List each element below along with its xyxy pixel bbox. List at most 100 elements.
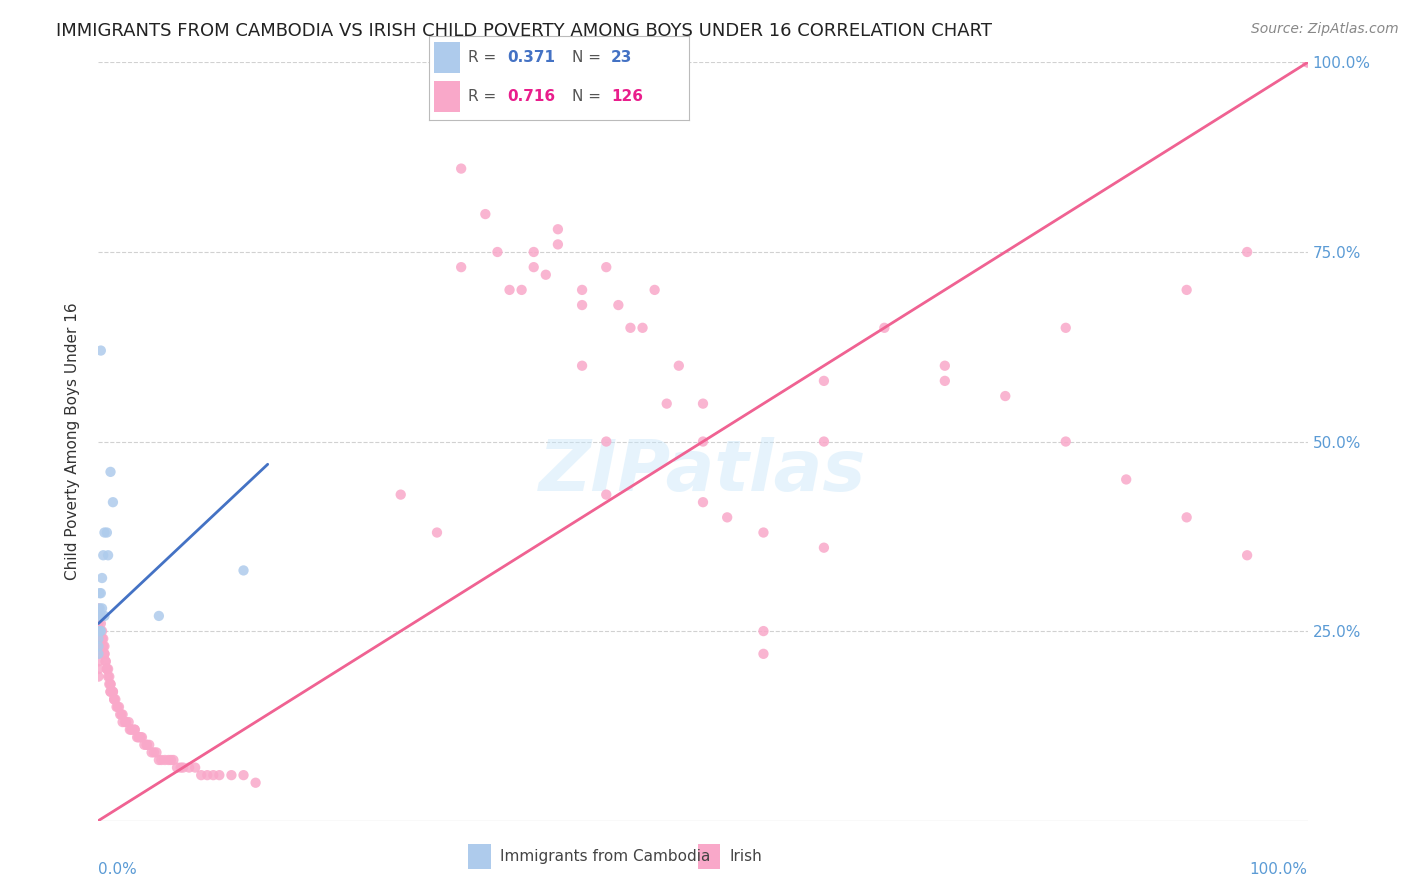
Point [89,624,111,639]
Point [595,260,617,275]
Point [87,601,110,615]
Point [124,723,146,737]
Text: 126: 126 [610,89,643,104]
Point [1054,434,1077,449]
Point [94,655,117,669]
Point [1115,473,1137,487]
Point [607,298,630,312]
Point [135,738,157,752]
Point [716,510,738,524]
Text: 0.716: 0.716 [506,89,555,104]
Point [752,647,775,661]
Point [692,495,714,509]
Point [94,655,117,669]
Point [138,738,160,752]
Point [124,723,146,737]
Point [97,548,120,563]
Point [131,730,153,744]
Point [111,715,134,730]
Point [232,564,254,578]
Text: N =: N = [572,50,606,65]
Bar [434,81,460,112]
Point [184,760,207,774]
Point [644,283,666,297]
Point [87,632,110,646]
Point [89,608,111,623]
Point [100,677,122,691]
Point [486,244,509,259]
Point [108,707,131,722]
Point [98,677,121,691]
Point [96,662,118,676]
Point [534,268,557,282]
Point [934,374,956,388]
Point [93,639,115,653]
Point [134,738,156,752]
Point [107,699,129,714]
Point [631,320,654,334]
Point [90,586,112,600]
Text: 100.0%: 100.0% [1250,863,1308,878]
Point [245,776,267,790]
Point [104,692,127,706]
Point [87,655,110,669]
Point [195,768,218,782]
Point [91,632,114,646]
Point [91,639,114,653]
Point [96,525,118,540]
Point [157,753,180,767]
Point [450,260,472,275]
Bar [468,844,491,869]
Point [498,283,520,297]
Text: ZIPatlas: ZIPatlas [540,437,866,507]
Point [166,760,188,774]
Point [571,298,593,312]
Point [221,768,243,782]
Point [89,586,111,600]
Point [1236,548,1258,563]
Point [87,616,110,631]
Point [90,624,112,639]
Point [118,715,141,730]
Point [90,616,112,631]
Point [87,669,110,683]
Point [87,639,110,653]
Point [93,647,115,661]
Point [97,669,120,683]
Text: N =: N = [572,89,606,104]
Point [172,760,194,774]
Text: 23: 23 [610,50,633,65]
Point [752,624,775,639]
Point [91,571,114,585]
Point [91,601,114,615]
Point [523,260,546,275]
Point [100,685,122,699]
Point [389,487,412,501]
Point [91,624,114,639]
Point [148,753,170,767]
Point [179,760,201,774]
Y-axis label: Child Poverty Among Boys Under 16: Child Poverty Among Boys Under 16 [65,302,80,581]
Point [121,723,143,737]
Point [110,707,132,722]
Point [89,601,111,615]
Point [87,662,110,676]
Point [153,753,176,767]
Point [1175,283,1198,297]
Point [141,746,163,760]
Point [93,608,115,623]
Point [813,374,835,388]
Point [100,465,122,479]
Bar [697,844,720,869]
Point [87,624,110,639]
Point [91,632,114,646]
Point [128,730,150,744]
Point [934,359,956,373]
Point [100,685,122,699]
Point [994,389,1017,403]
Point [105,699,128,714]
Point [87,632,110,646]
Point [160,753,183,767]
Point [190,768,212,782]
Text: Irish: Irish [730,849,762,863]
